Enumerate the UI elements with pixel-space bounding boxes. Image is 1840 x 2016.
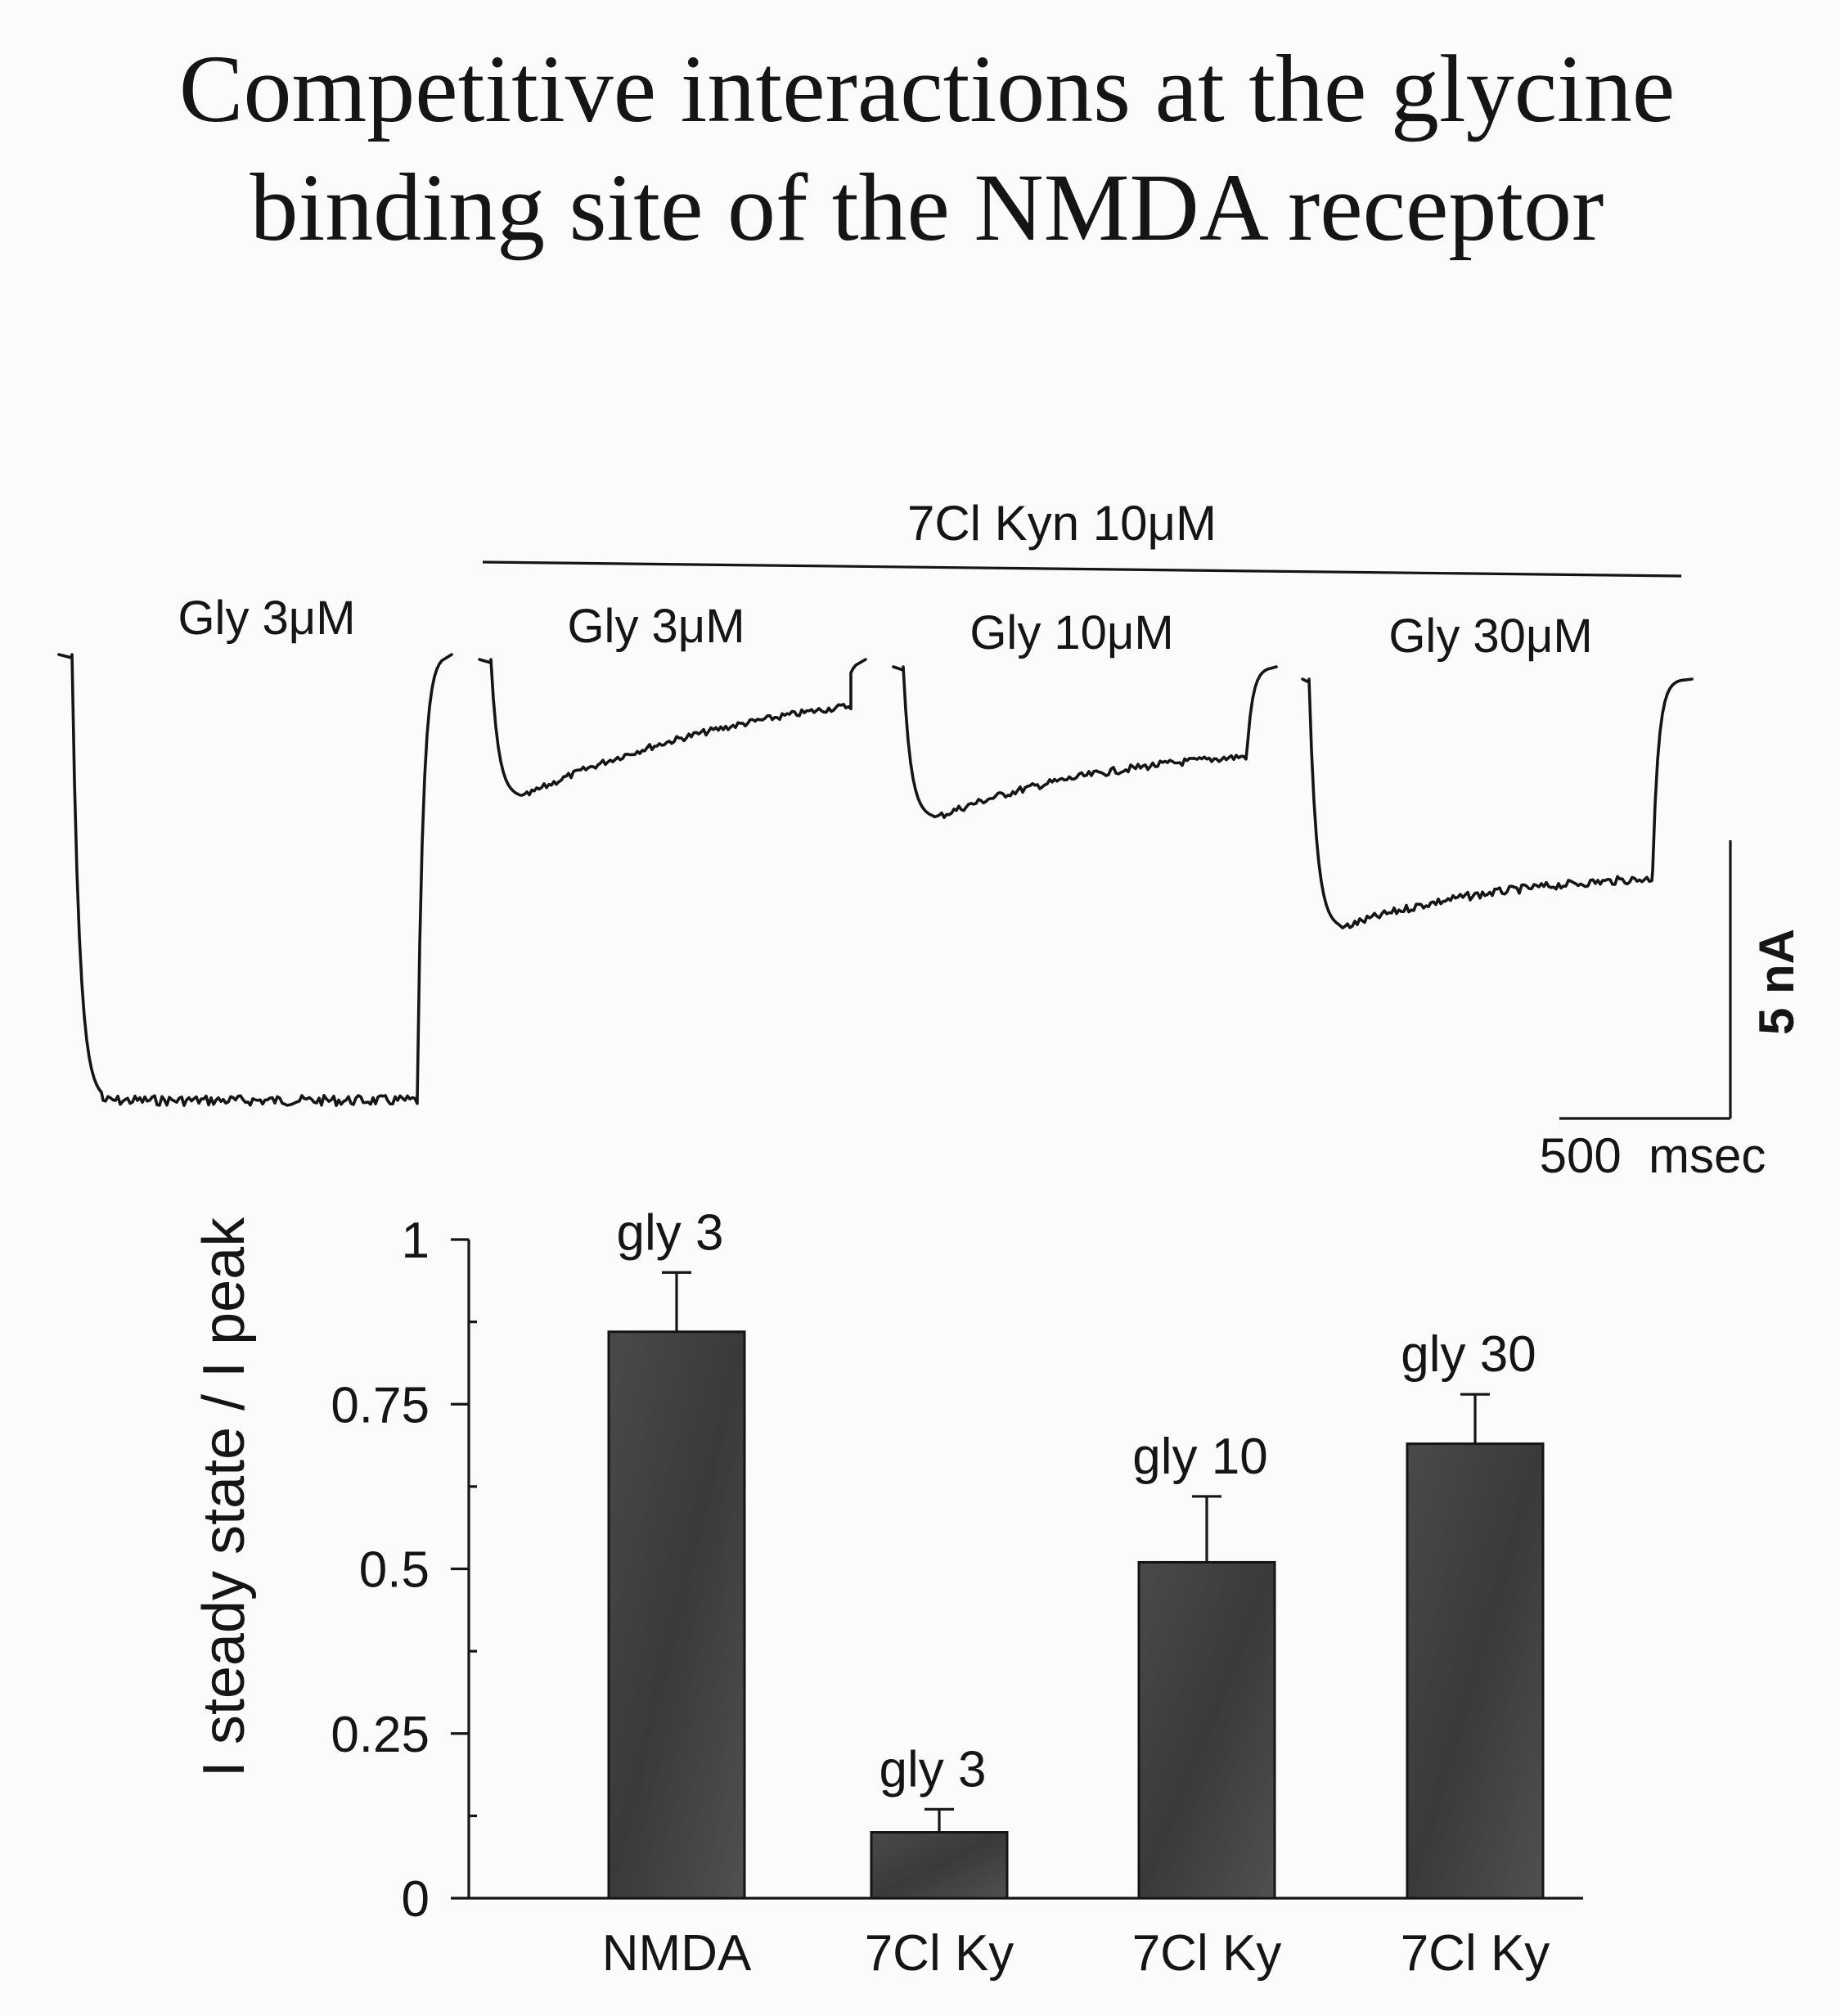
bars: gly 3 NMDA gly 3 7Cl Ky gly 10 7Cl Ky gly 30 7C… [602,1204,1550,1982]
y-tick-label: 0.5 [359,1542,430,1599]
bar [1137,1560,1276,1900]
bar-annotation: gly 3 [880,1741,987,1798]
x-category-label: 7Cl Ky [1132,1925,1282,1982]
trace-gly3-control [57,653,453,1107]
y-tick-label: 0.75 [331,1377,430,1433]
time-scale-label: 500 msec [1540,1128,1766,1183]
trace-label: Gly 10μM [969,606,1173,659]
trace-gly30-7clkyn [1301,677,1694,929]
current-traces-panel: 7Cl Kyn 10μM Gly 3μM Gly 3μM Gly 10μM Gl… [57,496,1804,1183]
x-category-label: NMDA [602,1925,752,1982]
y-tick-label: 0.25 [331,1707,430,1763]
condition-bar [482,560,1682,578]
y-tick-label: 1 [402,1213,430,1269]
figure-title-line2: binding site of the NMDA receptor [250,154,1604,261]
x-category-label: 7Cl Ky [865,1925,1014,1982]
y-axis: 0 0.25 0.5 0.75 1 [331,1213,1583,1928]
x-category-label: 7Cl Ky [1401,1925,1550,1982]
trace-gly3-7clkyn [478,658,867,797]
bar-chart: I steady state / I peak 0 0.25 0.5 0.75 1 gl… [191,1204,1583,1982]
y-tick-label: 0 [402,1871,430,1928]
figure-title-line1: Competitive interactions at the glycine [179,35,1675,142]
bar-annotation: gly 10 [1132,1429,1267,1485]
condition-label: 7Cl Kyn 10μM [907,496,1217,551]
bar [1406,1442,1545,1900]
bar-annotation: gly 30 [1401,1326,1536,1383]
bar [607,1330,746,1900]
bar [870,1831,1009,1900]
current-scale-label: 5 nA [1749,929,1804,1035]
bar-annotation: gly 3 [617,1204,724,1261]
trace-label: Gly 30μM [1388,610,1592,663]
y-axis-label: I steady state / I peak [191,1217,257,1777]
trace-gly10-7clkyn [892,665,1278,819]
trace-label: Gly 3μM [178,592,355,645]
trace-label: Gly 3μM [567,600,745,653]
